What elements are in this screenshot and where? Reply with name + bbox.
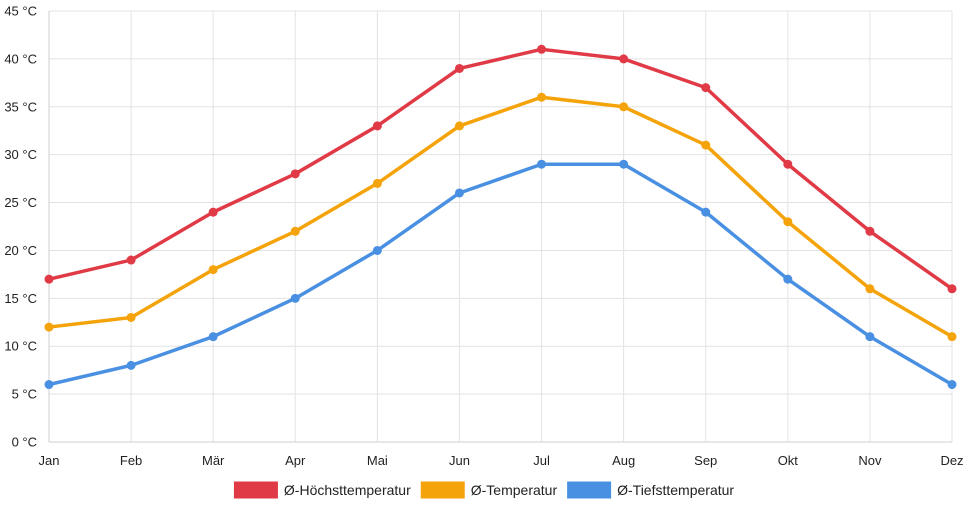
data-point[interactable]: [537, 44, 547, 54]
data-point[interactable]: [619, 159, 629, 169]
y-tick-label: 15 °C: [4, 291, 37, 306]
x-tick-label: Okt: [778, 453, 799, 468]
legend-item[interactable]: Ø-Temperatur: [420, 481, 558, 499]
x-tick-label: Jun: [449, 453, 470, 468]
x-tick-label: Mär: [202, 453, 225, 468]
x-tick-label: Jul: [533, 453, 550, 468]
data-point[interactable]: [701, 140, 711, 150]
data-point[interactable]: [290, 226, 300, 236]
data-point[interactable]: [947, 332, 957, 342]
data-point[interactable]: [619, 54, 629, 64]
data-point[interactable]: [454, 188, 464, 198]
data-point[interactable]: [783, 217, 793, 227]
y-tick-label: 30 °C: [4, 147, 37, 162]
legend-item[interactable]: Ø-Tiefsttemperatur: [567, 481, 734, 499]
data-point[interactable]: [126, 312, 136, 322]
x-tick-label: Nov: [858, 453, 882, 468]
data-point[interactable]: [454, 63, 464, 73]
legend-label: Ø-Temperatur: [471, 482, 558, 498]
data-point[interactable]: [783, 274, 793, 284]
data-point[interactable]: [947, 380, 957, 390]
legend-swatch: [420, 481, 465, 499]
data-point[interactable]: [372, 121, 382, 131]
data-point[interactable]: [454, 121, 464, 131]
y-tick-labels: 0 °C 5 °C 10 °C 15 °C 20 °C 25 °C 30 °C 35 °C 40…: [4, 4, 37, 450]
legend-swatch: [233, 481, 278, 499]
data-point[interactable]: [947, 284, 957, 294]
data-point[interactable]: [208, 265, 218, 275]
data-point[interactable]: [372, 245, 382, 255]
series-2: [44, 92, 957, 342]
x-tick-label: Sep: [694, 453, 717, 468]
data-point[interactable]: [619, 102, 629, 112]
x-tick-label: Apr: [285, 453, 306, 468]
data-point[interactable]: [537, 92, 547, 102]
y-tick-label: 45 °C: [4, 4, 37, 19]
series-3: [44, 159, 957, 390]
series-line: [47, 47, 954, 291]
data-point[interactable]: [701, 83, 711, 93]
data-point[interactable]: [44, 322, 54, 332]
data-point[interactable]: [865, 332, 875, 342]
series: [44, 44, 957, 390]
data-point[interactable]: [290, 293, 300, 303]
data-point[interactable]: [44, 380, 54, 390]
legend-item[interactable]: Ø-Höchsttemperatur: [233, 481, 411, 499]
x-tick-label: Dez: [940, 453, 963, 468]
data-point[interactable]: [783, 159, 793, 169]
series-line: [47, 95, 954, 339]
series-line: [47, 162, 954, 387]
data-point[interactable]: [865, 284, 875, 294]
y-tick-label: 10 °C: [4, 339, 37, 354]
x-tick-label: Aug: [612, 453, 635, 468]
data-point[interactable]: [208, 332, 218, 342]
grid: [49, 10, 953, 442]
y-tick-label: 25 °C: [4, 195, 37, 210]
data-point[interactable]: [44, 274, 54, 284]
y-tick-label: 35 °C: [4, 99, 37, 114]
data-point[interactable]: [208, 207, 218, 217]
x-tick-label: Feb: [120, 453, 142, 468]
data-point[interactable]: [290, 169, 300, 179]
y-tick-label: 20 °C: [4, 243, 37, 258]
legend-swatch: [567, 481, 612, 499]
y-tick-label: 0 °C: [12, 435, 37, 450]
data-point[interactable]: [537, 159, 547, 169]
data-point[interactable]: [701, 207, 711, 217]
legend: Ø-Höchsttemperatur Ø-Temperatur Ø-Tiefstte…: [233, 481, 734, 499]
x-tick-label: Jan: [39, 453, 60, 468]
x-tick-label: Mai: [367, 453, 388, 468]
y-tick-label: 5 °C: [12, 387, 37, 402]
legend-label: Ø-Höchsttemperatur: [284, 482, 411, 498]
data-point[interactable]: [372, 178, 382, 188]
data-point[interactable]: [126, 360, 136, 370]
axes: [48, 11, 952, 443]
y-tick-label: 40 °C: [4, 51, 37, 66]
data-point[interactable]: [865, 226, 875, 236]
data-point[interactable]: [126, 255, 136, 265]
series-1: [44, 44, 957, 294]
legend-label: Ø-Tiefsttemperatur: [617, 482, 734, 498]
x-tick-labels: Jan Feb Mär Apr Mai Jun Jul Aug Sep Okt Nov Dez: [39, 453, 964, 468]
